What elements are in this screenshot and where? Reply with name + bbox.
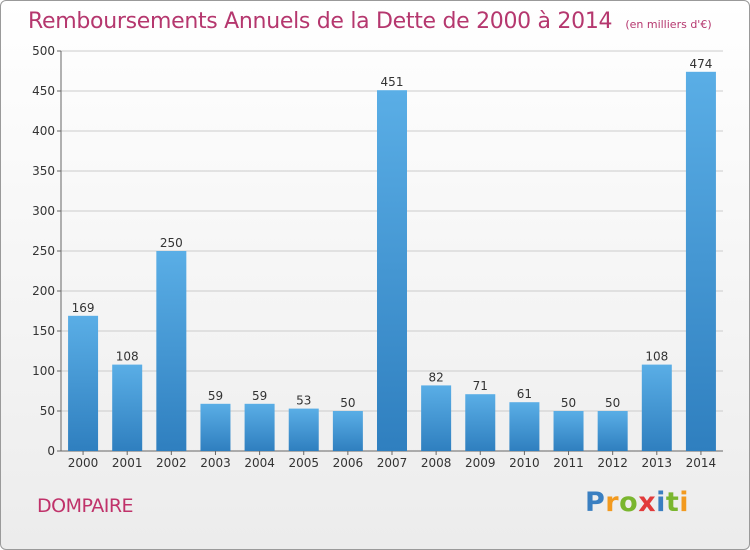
data-label-2005: 53: [296, 394, 311, 408]
x-tick-label-2002: 2002: [156, 456, 187, 470]
y-tick-label: 50: [40, 404, 55, 418]
bar-2006: [332, 411, 363, 451]
x-tick-label-2005: 2005: [288, 456, 319, 470]
bar-2002: [156, 251, 187, 451]
data-label-2014: 474: [689, 57, 712, 71]
chart-subtitle: (en milliers d'€): [625, 18, 712, 31]
x-tick-label-2001: 2001: [112, 456, 143, 470]
data-label-2012: 50: [605, 396, 620, 410]
bar-2010: [509, 402, 540, 451]
x-tick-label-2009: 2009: [465, 456, 496, 470]
data-label-2007: 451: [381, 75, 404, 89]
x-tick-label-2003: 2003: [200, 456, 231, 470]
y-tick-label: 150: [32, 324, 55, 338]
title-row: Remboursements Annuels de la Dette de 20…: [28, 9, 712, 34]
chart-title: Remboursements Annuels de la Dette de 20…: [28, 9, 613, 34]
y-tick-label: 200: [32, 284, 55, 298]
x-tick-label-2007: 2007: [377, 456, 408, 470]
y-tick-label: 450: [32, 84, 55, 98]
y-tick-label: 500: [32, 44, 55, 58]
data-label-2001: 108: [116, 350, 139, 364]
bar-2001: [112, 364, 143, 451]
data-label-2008: 82: [428, 370, 443, 384]
bar-2011: [553, 411, 584, 451]
y-tick-label: 250: [32, 244, 55, 258]
logo-letter: x: [638, 487, 657, 518]
y-tick-label: 350: [32, 164, 55, 178]
data-label-2010: 61: [517, 387, 532, 401]
bar-2004: [244, 403, 275, 451]
x-tick-label-2012: 2012: [597, 456, 628, 470]
location-label: DOMPAIRE: [37, 495, 134, 517]
bar-2008: [421, 385, 452, 451]
bar-2007: [377, 90, 407, 451]
logo-letter: o: [619, 487, 639, 518]
x-tick-label-2011: 2011: [553, 456, 584, 470]
data-label-2009: 71: [473, 379, 488, 393]
x-tick-label-2004: 2004: [244, 456, 275, 470]
data-label-2000: 169: [72, 301, 95, 315]
y-tick-label: 400: [32, 124, 55, 138]
proxiti-logo: Proxiti: [585, 487, 689, 518]
bar-2003: [200, 403, 231, 451]
x-tick-label-2000: 2000: [68, 456, 99, 470]
data-label-2002: 250: [160, 236, 183, 250]
bar-2009: [465, 394, 496, 451]
x-tick-label-2006: 2006: [333, 456, 364, 470]
logo-letter: i: [656, 487, 666, 518]
x-tick-label-2008: 2008: [421, 456, 452, 470]
bar-2013: [641, 364, 672, 451]
y-tick-label: 0: [47, 444, 55, 458]
data-label-2006: 50: [340, 396, 355, 410]
data-label-2013: 108: [645, 350, 668, 364]
x-tick-label-2014: 2014: [686, 456, 717, 470]
y-tick-label: 300: [32, 204, 55, 218]
bar-2014: [685, 71, 716, 452]
data-label-2004: 59: [252, 389, 267, 403]
bar-2000: [68, 315, 99, 451]
data-label-2003: 59: [208, 389, 223, 403]
x-tick-label-2013: 2013: [642, 456, 673, 470]
bar-2005: [288, 408, 319, 451]
logo-letter: r: [605, 487, 620, 518]
bar-2012: [597, 411, 628, 451]
x-tick-label-2010: 2010: [509, 456, 540, 470]
logo-letter: P: [585, 487, 606, 518]
logo-letter: t: [665, 487, 680, 518]
data-label-2011: 50: [561, 396, 576, 410]
logo-letter: i: [679, 487, 690, 518]
y-tick-label: 100: [32, 364, 55, 378]
